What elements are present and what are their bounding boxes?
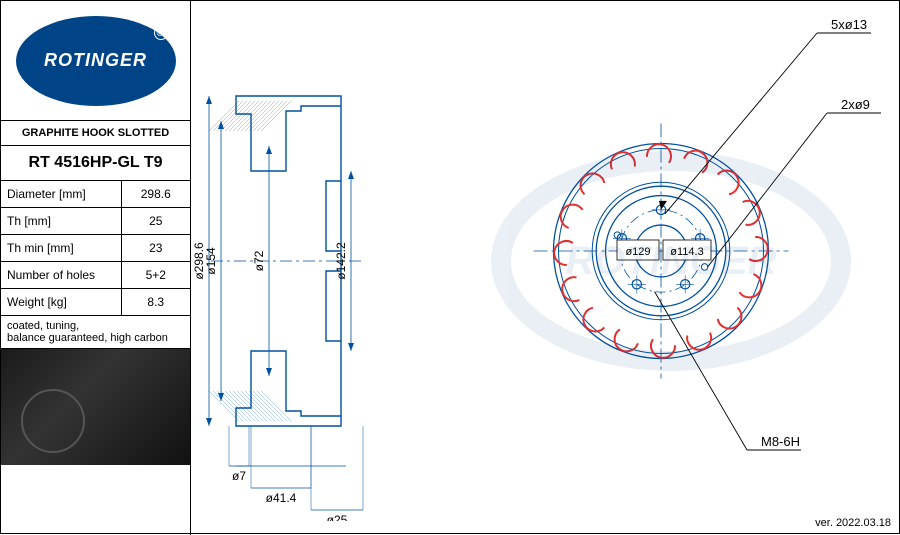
spec-value: 23 [121,235,190,262]
registered-mark: ® [154,26,168,40]
svg-text:ø7: ø7 [232,469,246,483]
svg-text:ø142.2: ø142.2 [334,242,348,280]
version-label: ver. 2022.03.18 [815,517,891,529]
spec-label: Number of holes [1,262,121,289]
spec-row: Weight [kg]8.3 [1,289,190,316]
svg-text:ø25: ø25 [327,513,348,521]
spec-label: Weight [kg] [1,289,121,316]
svg-text:ø72: ø72 [252,250,266,271]
svg-text:5xø13: 5xø13 [831,17,867,32]
drawing-area: ROTINGER ø298.6ø154ø72ø142.2ø7ø41.4ø25ø1… [191,1,899,533]
svg-text:ø154: ø154 [204,247,218,275]
spec-label: Diameter [mm] [1,181,121,208]
spec-row: Number of holes5+2 [1,262,190,289]
svg-text:2xø9: 2xø9 [841,97,870,112]
logo-box: ROTINGER ® [1,1,190,121]
spec-value: 5+2 [121,262,190,289]
info-column: ROTINGER ® GRAPHITE HOOK SLOTTED RT 4516… [1,1,191,535]
spec-value: 298.6 [121,181,190,208]
svg-text:ø41.4: ø41.4 [266,491,297,505]
spec-row: Th min [mm]23 [1,235,190,262]
watermark-logo: ROTINGER [491,151,851,371]
drawing-sheet: ROTINGER ® GRAPHITE HOOK SLOTTED RT 4516… [0,0,900,534]
spec-label: Th [mm] [1,208,121,235]
product-subtitle: GRAPHITE HOOK SLOTTED [1,121,190,146]
brand-logo: ROTINGER ® [16,16,176,106]
spec-row: Diameter [mm]298.6 [1,181,190,208]
brand-text: ROTINGER [44,50,147,71]
spec-table: Diameter [mm]298.6Th [mm]25Th min [mm]23… [1,181,190,316]
part-number: RT 4516HP-GL T9 [1,146,190,181]
spec-row: Th [mm]25 [1,208,190,235]
notes: coated, tuning,balance guaranteed, high … [1,316,190,349]
svg-text:M8-6H: M8-6H [761,434,800,449]
spec-label: Th min [mm] [1,235,121,262]
spec-value: 25 [121,208,190,235]
product-photo [1,349,190,465]
spec-value: 8.3 [121,289,190,316]
